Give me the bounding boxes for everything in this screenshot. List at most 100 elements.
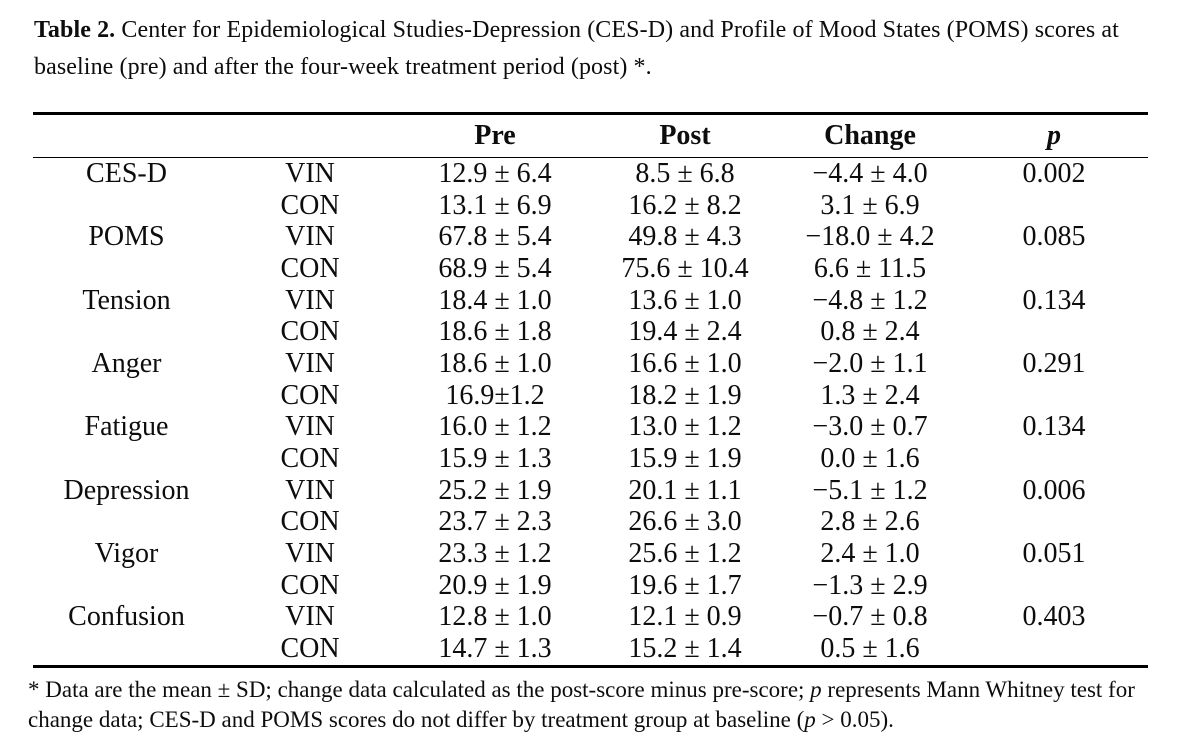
cell-group: VIN [285,411,335,443]
footnote-p-italic-1: p [810,677,822,702]
cell-measure [33,633,220,666]
cell-measure: Depression [63,474,190,506]
cell-measure [33,190,220,222]
cell-post: 25.6 ± 1.2 [628,538,742,570]
cell-group: VIN [285,474,335,506]
cell-group: VIN [285,157,335,189]
cell-change: 0.0 ± 1.6 [820,443,920,475]
table-row: Fatigue VIN 16.0 ± 1.2 13.0 ± 1.2 −3.0 ± 0.7… [33,412,1148,444]
cell-p: 0.006 [1022,474,1086,506]
cell-pre: 14.7 ± 1.3 [438,633,552,665]
cell-group: CON [280,379,340,411]
table-row: POMS VIN 67.8 ± 5.4 49.8 ± 4.3 −18.0 ± 4.2 0.… [33,221,1148,253]
cell-group: CON [280,443,340,475]
footnote-text-2: represents Mann Whitney test for change … [28,677,1135,732]
cell-measure [33,316,220,348]
cell-pre: 67.8 ± 5.4 [438,221,552,253]
cell-group: VIN [285,284,335,316]
cell-group: VIN [285,601,335,633]
cell-change: 2.4 ± 1.0 [820,538,920,570]
col-header-group [220,113,400,158]
cell-p [960,507,1148,539]
cell-change: 0.8 ± 2.4 [820,316,920,348]
table-row: CON 68.9 ± 5.4 75.6 ± 10.4 6.6 ± 11.5 [33,253,1148,285]
cell-post: 12.1 ± 0.9 [628,601,742,633]
results-table: Pre Post Change p CES-D VIN 12.9 ± 6.4 8.5 … [33,112,1148,668]
cell-pre: 13.1 ± 6.9 [438,189,552,221]
table-row: CON 23.7 ± 2.3 26.6 ± 3.0 2.8 ± 2.6 [33,507,1148,539]
cell-post: 15.2 ± 1.4 [628,633,742,665]
cell-group: VIN [285,347,335,379]
cell-change: 3.1 ± 6.9 [820,189,920,221]
cell-group: VIN [285,538,335,570]
cell-change: −4.8 ± 1.2 [812,284,928,316]
table-row: Anger VIN 18.6 ± 1.0 16.6 ± 1.0 −2.0 ± 1.1 0.… [33,348,1148,380]
cell-post: 16.6 ± 1.0 [628,347,742,379]
table-row: Confusion VIN 12.8 ± 1.0 12.1 ± 0.9 −0.7 ± 0… [33,602,1148,634]
cell-post: 8.5 ± 6.8 [635,157,735,189]
table-row: CON 18.6 ± 1.8 19.4 ± 2.4 0.8 ± 2.4 [33,316,1148,348]
cell-p: 0.002 [1022,157,1086,189]
cell-measure [33,380,220,412]
col-header-post: Post [590,113,780,158]
cell-group: CON [280,316,340,348]
caption-label: Table 2. [34,17,116,43]
cell-pre: 20.9 ± 1.9 [438,569,552,601]
cell-post: 19.6 ± 1.7 [628,569,742,601]
cell-post: 16.2 ± 8.2 [628,189,742,221]
cell-p [960,570,1148,602]
cell-change: 2.8 ± 2.6 [820,506,920,538]
cell-p: 0.085 [1022,221,1086,253]
cell-pre: 16.0 ± 1.2 [438,411,552,443]
cell-measure: Vigor [94,538,159,570]
cell-change: −1.3 ± 2.9 [812,569,928,601]
cell-measure [33,507,220,539]
cell-pre: 18.6 ± 1.8 [438,316,552,348]
col-header-measure [33,113,220,158]
cell-post: 20.1 ± 1.1 [628,474,742,506]
cell-p: 0.051 [1022,538,1086,570]
cell-change: −4.4 ± 4.0 [812,157,928,189]
cell-p: 0.291 [1022,347,1086,379]
cell-change: 0.5 ± 1.6 [820,633,920,665]
col-header-change: Change [780,113,960,158]
cell-group: CON [280,189,340,221]
cell-pre: 15.9 ± 1.3 [438,443,552,475]
footnote-p-italic-2: p [804,707,816,732]
cell-pre: 18.6 ± 1.0 [438,347,552,379]
col-header-p: p [960,113,1148,158]
table-row: CON 14.7 ± 1.3 15.2 ± 1.4 0.5 ± 1.6 [33,633,1148,666]
table-footnote: * Data are the mean ± SD; change data ca… [28,675,1183,735]
cell-p: 0.403 [1022,601,1086,633]
cell-change: 1.3 ± 2.4 [820,379,920,411]
footnote-text-1: Data are the mean ± SD; change data calc… [39,677,811,702]
cell-p [960,633,1148,666]
cell-measure [33,253,220,285]
cell-pre: 18.4 ± 1.0 [438,284,552,316]
cell-pre: 23.7 ± 2.3 [438,506,552,538]
caption-text: Center for Epidemiological Studies-Depre… [34,17,1119,80]
cell-measure: Confusion [68,601,185,633]
cell-measure: Anger [91,347,162,379]
cell-pre: 16.9±1.2 [445,379,545,411]
header-row: Pre Post Change p [33,113,1148,158]
cell-p: 0.134 [1022,411,1086,443]
cell-change: −2.0 ± 1.1 [812,347,928,379]
cell-p [960,190,1148,222]
cell-post: 75.6 ± 10.4 [621,252,749,284]
footnote-marker: * [28,677,40,702]
cell-post: 49.8 ± 4.3 [628,221,742,253]
table-row: CON 20.9 ± 1.9 19.6 ± 1.7 −1.3 ± 2.9 [33,570,1148,602]
cell-change: −0.7 ± 0.8 [812,601,928,633]
cell-group: CON [280,569,340,601]
table-body: CES-D VIN 12.9 ± 6.4 8.5 ± 6.8 −4.4 ± 4.0 0.0… [33,158,1148,667]
cell-change: 6.6 ± 11.5 [813,252,927,284]
cell-measure [33,570,220,602]
cell-change: −5.1 ± 1.2 [812,474,928,506]
table-row: CON 15.9 ± 1.3 15.9 ± 1.9 0.0 ± 1.6 [33,443,1148,475]
col-header-pre: Pre [400,113,590,158]
cell-p [960,380,1148,412]
table-row: Tension VIN 18.4 ± 1.0 13.6 ± 1.0 −4.8 ± 1.2… [33,285,1148,317]
cell-group: CON [280,506,340,538]
cell-group: CON [280,633,340,665]
